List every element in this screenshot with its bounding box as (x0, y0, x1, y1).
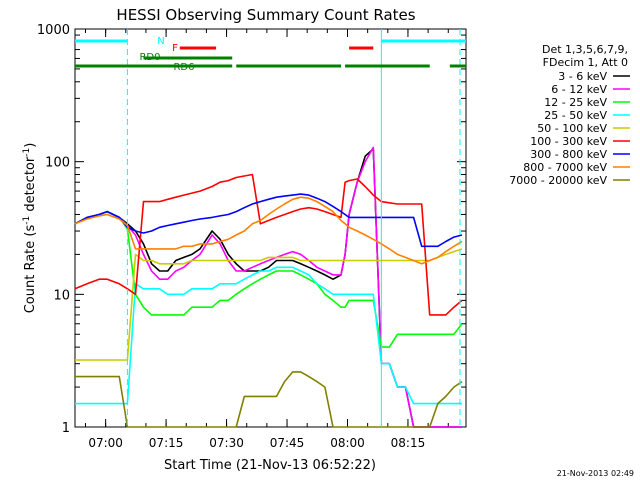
series-line (74, 210, 463, 348)
y-tick-label: 10 (53, 288, 70, 303)
y-tick-label: 1 (62, 421, 70, 436)
series-layer (74, 146, 463, 428)
x-axis-label: Start Time (21-Nov-13 06:52:22) (164, 458, 376, 473)
series-line (74, 196, 463, 265)
series-line (74, 173, 463, 316)
y-axis-label: Count Rate (s-1 detector-1) (22, 143, 38, 314)
legend-label: 300 - 800 keV (530, 148, 607, 161)
x-tick-label: 07:30 (209, 436, 244, 450)
legend-label: 100 - 300 keV (530, 135, 607, 148)
x-tick-label: 07:00 (88, 436, 123, 450)
y-axis: 1 10 100 1000 (37, 23, 466, 436)
legend: Det 1,3,5,6,7,9, FDecim 1, Att 0 3 - 6 k… (509, 43, 630, 187)
plot-frame (74, 28, 467, 428)
series-line (75, 266, 462, 405)
x-tick-label: 08:00 (330, 436, 365, 450)
legend-label: 25 - 50 keV (544, 109, 607, 122)
legend-header-line: FDecim 1, Att 0 (543, 56, 628, 69)
y-tick-label: 1000 (37, 23, 70, 38)
legend-label: 3 - 6 keV (558, 70, 607, 83)
state-bars: NF RD0 RD6 (75, 36, 466, 73)
legend-label: 50 - 100 keV (537, 122, 607, 135)
x-tick-label: 08:15 (391, 436, 426, 450)
series-line (75, 371, 463, 428)
legend-label: 7000 - 20000 keV (509, 174, 607, 187)
state-bar-label: RD0 (139, 52, 160, 63)
series-line (75, 248, 463, 361)
state-bar-label: RD6 (173, 62, 194, 73)
state-bar-label: N (157, 36, 164, 47)
x-tick-label: 07:15 (149, 436, 184, 450)
timestamp-footer: 21-Nov-2013 02:49 (556, 469, 634, 478)
legend-label: 12 - 25 keV (544, 96, 607, 109)
legend-header-line: Det 1,3,5,6,7,9, (542, 43, 628, 56)
legend-label: 800 - 7000 keV (523, 161, 607, 174)
mode-change-lines (126, 29, 461, 427)
x-tick-label: 07:45 (270, 436, 305, 450)
legend-label: 6 - 12 keV (551, 83, 607, 96)
series-line (74, 193, 463, 248)
x-axis: 07:00 07:15 07:30 07:45 08:00 08:15 (84, 29, 449, 450)
state-bar-label: F (172, 43, 178, 54)
y-tick-label: 100 (45, 156, 70, 171)
chart-title: HESSI Observing Summary Count Rates (116, 6, 415, 24)
